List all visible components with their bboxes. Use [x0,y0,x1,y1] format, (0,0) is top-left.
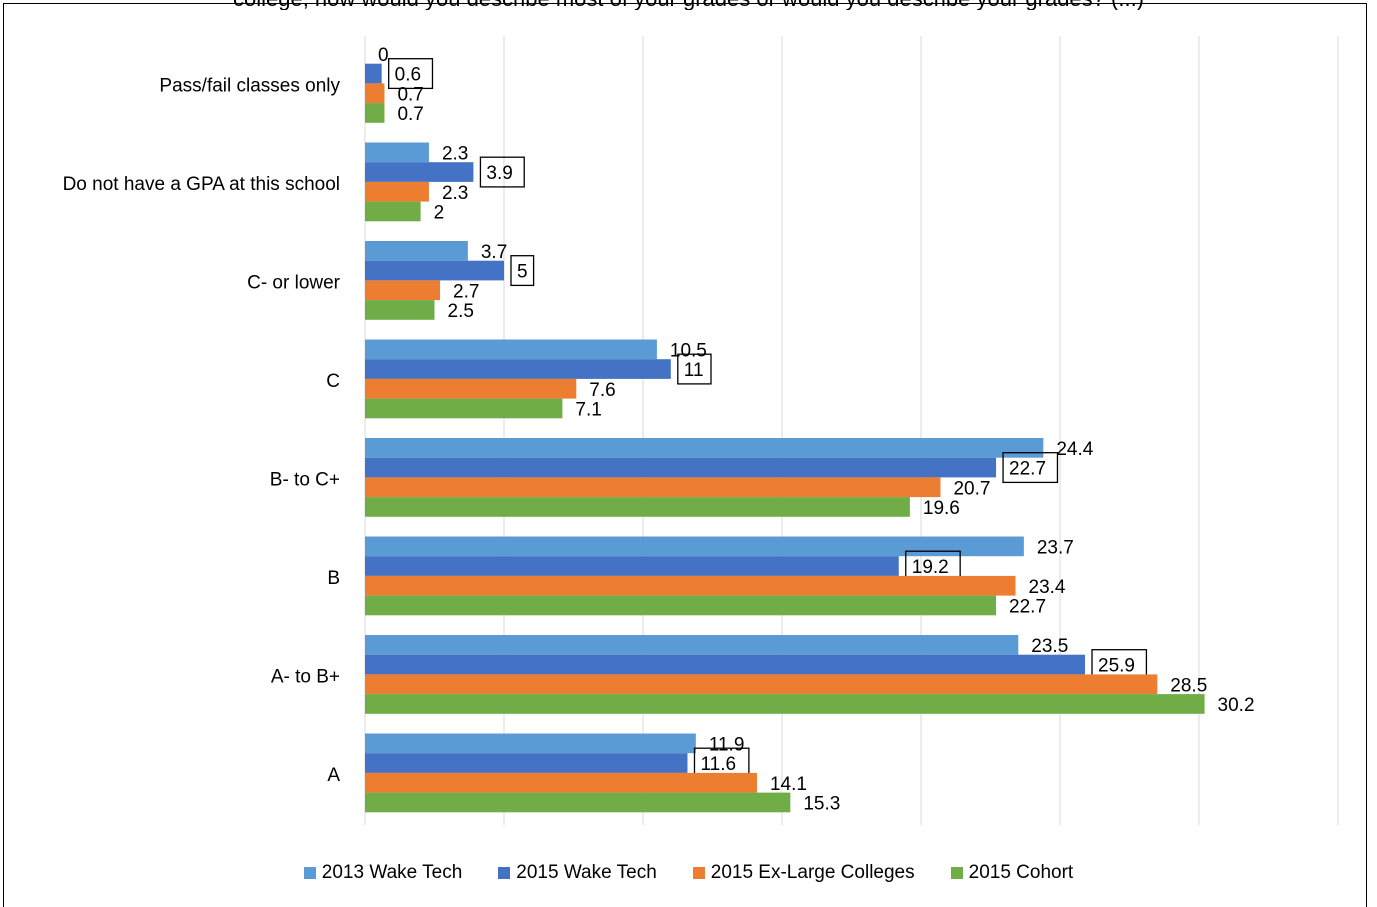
bar [365,595,997,616]
legend-swatch [498,867,511,879]
data-label: 23.7 [1037,537,1074,558]
data-label: 0 [378,45,389,66]
category-label: A- to B+ [271,666,340,687]
data-label: 19.2 [912,557,949,578]
legend-label: 2015 Cohort [968,862,1074,883]
data-label-box [388,58,434,90]
bar [365,201,421,222]
data-label: 11.9 [709,734,745,755]
bar [365,753,688,773]
legend-label: 2015 Wake Tech [516,862,657,883]
bar [365,280,441,301]
bar [365,575,1016,596]
bar [365,378,577,399]
data-label: 0.7 [397,104,423,125]
bar [365,556,899,576]
bar [365,181,429,202]
data-label-box [1002,452,1059,484]
legend-swatch [692,867,705,879]
category-label: C- or lower [247,272,341,293]
category-label: Pass/fail classes only [159,75,340,96]
legend-item: 2015 Wake Tech [498,862,657,884]
data-label: 14.1 [770,774,807,795]
data-label: 2.3 [442,143,468,164]
bar [365,477,941,498]
data-label: 28.5 [1170,675,1207,696]
bar [365,162,474,182]
data-label: 22.7 [1009,459,1046,480]
bar [365,694,1205,714]
bar [365,300,435,320]
bar [365,457,997,478]
legend-item: 2015 Cohort [950,862,1074,884]
chart-title: college, how would you describe most of … [0,0,1377,10]
data-label: 10.5 [670,340,707,361]
bar [365,142,429,163]
data-label: 7.6 [589,380,615,401]
data-label: 20.7 [953,478,990,499]
data-label: 3.9 [486,163,512,184]
data-label: 11 [684,360,704,381]
chart-frame [3,3,1367,907]
data-label: 2.3 [442,183,468,204]
data-label: 30.2 [1218,695,1255,716]
data-label: 3.7 [481,242,507,263]
legend-label: 2015 Ex-Large Colleges [710,862,915,883]
bar [365,674,1158,695]
data-label: 0.7 [397,84,423,105]
bar [365,241,468,261]
legend-item: 2015 Ex-Large Colleges [692,862,915,884]
data-label-box [677,353,712,385]
bar [365,83,385,104]
bar [365,536,1024,557]
bar [365,438,1044,458]
data-label: 23.4 [1029,577,1066,598]
data-label: 19.6 [923,498,960,519]
bar [365,398,563,419]
bar [365,63,382,84]
category-label: A [327,765,340,786]
data-label-box [479,156,525,188]
legend: 2013 Wake Tech 2015 Wake Tech 2015 Ex-Larg… [0,862,1377,884]
legend-swatch [303,867,316,879]
data-label: 24.4 [1056,439,1093,460]
bar [365,733,696,754]
data-label: 2 [434,202,445,223]
data-label: 11.6 [700,754,736,775]
bar [365,772,757,793]
category-label: Do not have a GPA at this school [63,174,340,195]
data-label: 0.6 [395,65,421,86]
data-label: 22.7 [1009,596,1046,617]
bar [365,260,504,281]
category-label: B [327,568,340,589]
legend-swatch [950,867,963,879]
category-label: B- to C+ [270,469,340,490]
data-label: 2.7 [453,281,479,302]
data-label-box [510,255,535,287]
bar [365,497,910,517]
bar [365,359,671,379]
data-label: 2.5 [448,301,474,322]
data-label: 5 [517,262,528,283]
data-label: 25.9 [1098,656,1135,677]
legend-label: 2013 Wake Tech [321,862,463,883]
bar [365,654,1086,675]
bar [365,635,1019,655]
legend-item: 2013 Wake Tech [303,862,463,884]
bar [365,339,657,360]
bar [365,103,385,123]
data-label: 7.1 [575,399,601,420]
bar [365,792,791,813]
category-label: C [326,371,340,392]
data-label: 15.3 [803,793,840,814]
data-label: 23.5 [1031,636,1068,657]
